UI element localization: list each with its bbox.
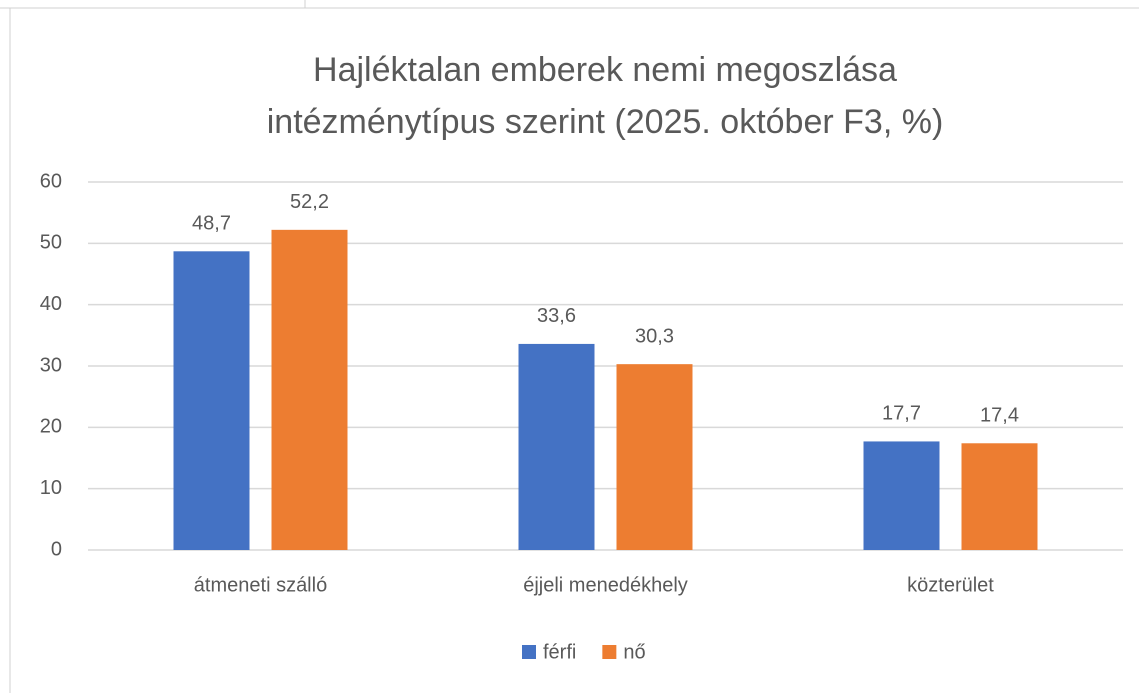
y-tick-label: 40: [40, 293, 62, 315]
y-tick-label: 60: [40, 170, 62, 192]
data-label: 48,7: [192, 213, 231, 235]
y-tick-label: 10: [40, 477, 62, 499]
y-tick-label: 0: [51, 538, 62, 560]
chart-title: intézménytípus szerint (2025. október F3…: [267, 103, 944, 141]
bar: [616, 364, 693, 550]
bar: [173, 251, 250, 550]
bar: [863, 441, 940, 550]
bar: [961, 443, 1038, 550]
data-label: 33,6: [537, 305, 576, 327]
bar: [271, 229, 348, 550]
data-label: 17,7: [882, 403, 921, 425]
y-tick-label: 50: [40, 232, 62, 254]
y-tick-label: 20: [40, 416, 62, 438]
legend-label: férfi: [543, 641, 576, 663]
bar: [518, 343, 595, 550]
x-tick-label: átmeneti szálló: [194, 574, 327, 596]
legend-label: nő: [623, 641, 645, 663]
legend-swatch: [522, 645, 536, 659]
x-tick-label: közterület: [907, 574, 994, 596]
chart-title: Hajléktalan emberek nemi megoszlása: [313, 51, 897, 89]
x-tick-label: éjjeli menedékhely: [523, 574, 688, 596]
legend-swatch: [602, 645, 617, 659]
data-label: 52,2: [290, 191, 329, 213]
y-tick-label: 30: [40, 354, 62, 376]
data-label: 30,3: [635, 325, 674, 347]
data-label: 17,4: [980, 405, 1019, 427]
